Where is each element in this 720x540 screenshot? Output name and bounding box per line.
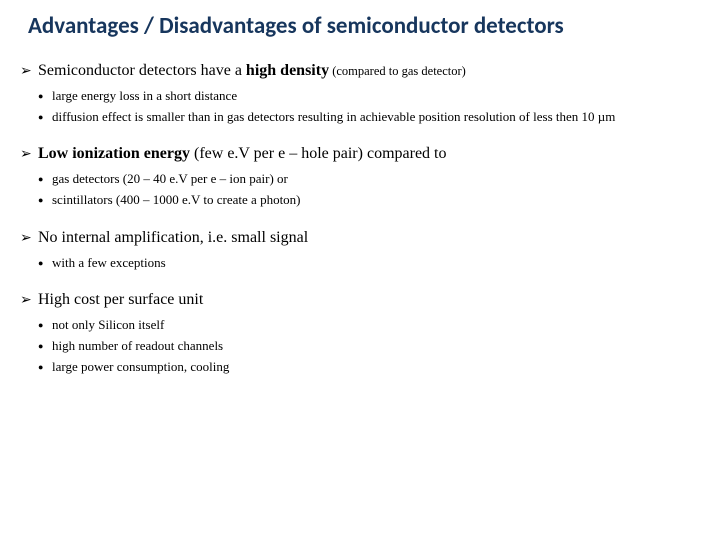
arrow-icon <box>20 229 38 246</box>
section-head: Semiconductor detectors have a high dens… <box>20 62 700 80</box>
sub-list: not only Silicon itself high number of r… <box>38 315 700 377</box>
list-item: not only Silicon itself <box>38 315 700 335</box>
section-2: No internal amplification, i.e. small si… <box>20 229 700 273</box>
head-pre: Semiconductor detectors have a <box>38 62 246 79</box>
head-note: (few e.V per e – hole pair) compared to <box>190 145 446 162</box>
head-text: Semiconductor detectors have a high dens… <box>38 62 466 80</box>
list-item: large power consumption, cooling <box>38 357 700 377</box>
item-text: high number of readout channels <box>52 336 223 356</box>
bullet-icon <box>38 86 52 106</box>
arrow-icon <box>20 62 38 79</box>
head-pre: High cost per surface unit <box>38 291 203 308</box>
head-bold: high density <box>246 62 329 79</box>
bullet-icon <box>38 315 52 335</box>
head-text: No internal amplification, i.e. small si… <box>38 229 308 247</box>
list-item: gas detectors (20 – 40 e.V per e – ion p… <box>38 169 700 189</box>
slide-title: Advantages / Disadvantages of semiconduc… <box>28 12 700 40</box>
bullet-icon <box>38 169 52 189</box>
list-item: diffusion effect is smaller than in gas … <box>38 107 700 127</box>
sub-list: with a few exceptions <box>38 253 700 273</box>
section-head: High cost per surface unit <box>20 291 700 309</box>
head-text: Low ionization energy (few e.V per e – h… <box>38 145 446 163</box>
list-item: with a few exceptions <box>38 253 700 273</box>
section-head: Low ionization energy (few e.V per e – h… <box>20 145 700 163</box>
list-item: high number of readout channels <box>38 336 700 356</box>
bullet-icon <box>38 357 52 377</box>
item-text: diffusion effect is smaller than in gas … <box>52 107 615 127</box>
item-text: large power consumption, cooling <box>52 357 229 377</box>
item-text: gas detectors (20 – 40 e.V per e – ion p… <box>52 169 288 189</box>
item-text: not only Silicon itself <box>52 315 164 335</box>
head-text: High cost per surface unit <box>38 291 203 309</box>
list-item: scintillators (400 – 1000 e.V to create … <box>38 190 700 210</box>
head-note: (compared to gas detector) <box>329 64 466 78</box>
sub-list: gas detectors (20 – 40 e.V per e – ion p… <box>38 169 700 210</box>
section-head: No internal amplification, i.e. small si… <box>20 229 700 247</box>
list-item: large energy loss in a short distance <box>38 86 700 106</box>
arrow-icon <box>20 291 38 308</box>
item-text: large energy loss in a short distance <box>52 86 237 106</box>
item-text: with a few exceptions <box>52 253 166 273</box>
head-bold: Low ionization energy <box>38 145 190 162</box>
head-pre: No internal amplification, i.e. small si… <box>38 229 308 246</box>
sub-list: large energy loss in a short distance di… <box>38 86 700 127</box>
arrow-icon <box>20 145 38 162</box>
bullet-icon <box>38 336 52 356</box>
bullet-icon <box>38 107 52 127</box>
section-1: Low ionization energy (few e.V per e – h… <box>20 145 700 210</box>
section-0: Semiconductor detectors have a high dens… <box>20 62 700 127</box>
section-3: High cost per surface unit not only Sili… <box>20 291 700 377</box>
bullet-icon <box>38 190 52 210</box>
item-text: scintillators (400 – 1000 e.V to create … <box>52 190 301 210</box>
bullet-icon <box>38 253 52 273</box>
